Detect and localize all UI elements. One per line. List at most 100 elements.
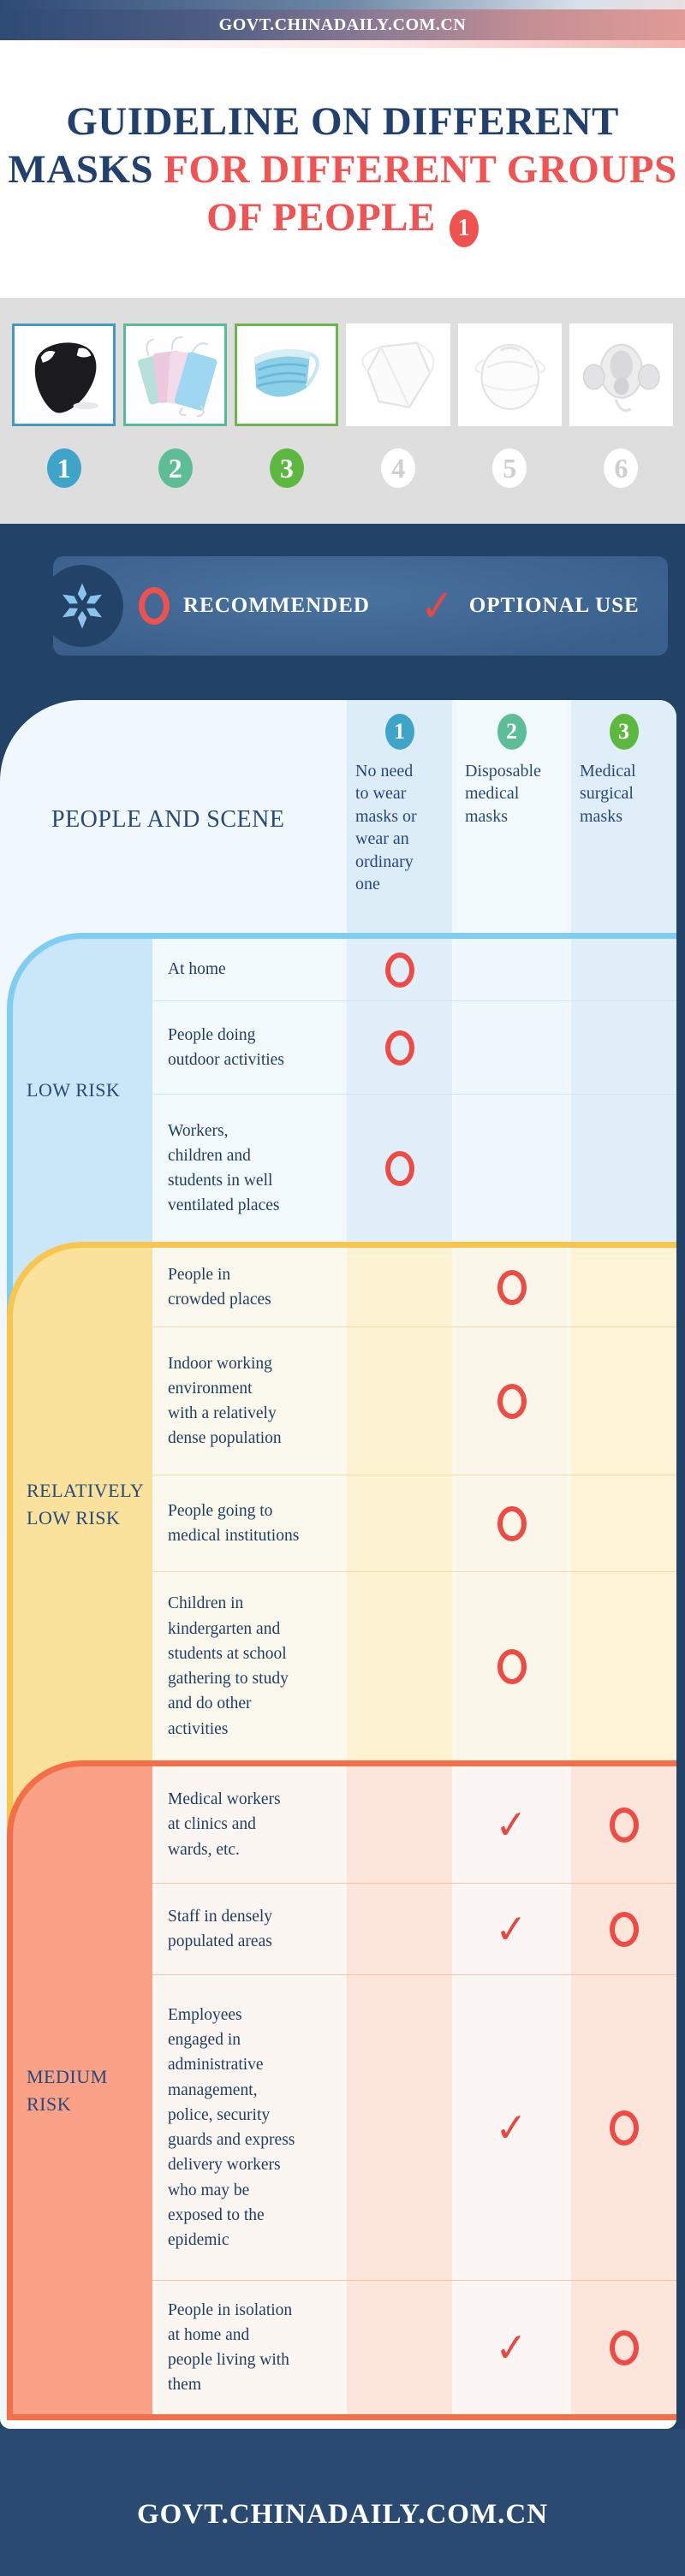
section-label-relatively-low-risk: RELATIVELY LOW RISK [27,1479,145,1528]
mask-tile-4 [346,323,450,426]
mask-number-badge: 4 [381,448,416,488]
guideline-table: 1 No need to wear masks or wear an ordin… [0,700,676,2429]
mark-col3 [609,1911,639,1947]
mask-tile-5 [457,323,562,426]
scene-text: People going to medical institutions [152,1475,342,1571]
table-row: People in crowded places [152,1248,676,1327]
mask-number-badge: 6 [604,448,639,488]
section-relatively-low-risk: RELATIVELY LOW RISK People in crowded pl… [7,1242,676,1760]
column-header-3: 3 Medical surgical masks [571,700,676,933]
table-row: Indoor working environment with a relati… [152,1327,676,1475]
legend-recommended-label: RECOMMENDED [183,594,370,617]
mark-col1 [384,952,414,988]
title-line-1: GUIDELINE ON DIFFERENT [66,99,619,144]
scene-text: Medical workers at clinics and wards, et… [152,1766,342,1883]
table-row: Medical workers at clinics and wards, et… [152,1766,676,1883]
mask-number-badge: 2 [158,448,193,488]
site-url-footer: GOVT.CHINADAILY.COM.CN [136,2498,549,2530]
mark-col2 [497,1269,527,1305]
legend-optional: ✓ OPTIONAL USE [417,579,640,632]
page-title: GUIDELINE ON DIFFERENT MASKS FOR DIFFERE… [0,48,685,298]
snowflake-icon [62,583,103,629]
column-header-1: 1 No need to wear masks or wear an ordin… [347,700,452,933]
n95-fold-mask-icon [361,341,435,408]
section-label-low-risk: LOW RISK [27,1079,121,1101]
top-banner-main: GOVT.CHINADAILY.COM.CN [0,9,685,40]
table-row: Children in kindergarten and students at… [152,1571,676,1760]
cup-respirator-icon [474,343,545,410]
mask-tile-3 [235,323,339,426]
top-banner-strip [0,40,685,48]
half-face-respirator-icon [582,343,660,413]
mask-numbers-row: 1 2 3 4 5 6 [0,448,685,488]
mark-col3 [609,2110,639,2146]
mark-col2 [497,1648,527,1684]
scene-text: People doing outdoor activities [152,1001,342,1094]
scene-text: Indoor working environment with a relati… [152,1327,342,1475]
section-low-risk: LOW RISK At home People doing outdoor ac… [7,933,676,1242]
legend-band: RECOMMENDED ✓ OPTIONAL USE [0,524,685,700]
colored-masks-icon [137,335,217,418]
table-row: Employees engaged in administrative mana… [152,1974,676,2280]
title-line-3: OF PEOPLE 1 [0,193,685,247]
fashion-mask-icon [34,341,98,413]
column-header-2: 2 Disposable medical masks [456,700,567,933]
snowflake-decoration [41,565,123,647]
mark-col3 [609,2330,639,2365]
mask-images-row [0,323,685,426]
column-label-2: Disposable medical masks [465,762,541,826]
column-label-3: Medical surgical masks [580,762,636,826]
table-bottom-strip [0,2420,676,2429]
mask-types-band: 1 2 3 4 5 6 [0,298,685,524]
column-badge-2: 2 [497,714,527,750]
mask-tile-2 [123,323,228,426]
title-part-badge: 1 [449,210,479,247]
optional-check-icon: ✓ [417,579,457,632]
scene-text: Employees engaged in administrative mana… [152,1975,342,2280]
table-row: People in isolation at home and people l… [152,2280,676,2414]
recommended-ring-icon [139,587,170,625]
table-row: Staff in densely populated areas [152,1883,676,1974]
table-header: 1 No need to wear masks or wear an ordin… [0,700,676,933]
scene-text: People in isolation at home and people l… [152,2281,342,2414]
people-and-scene-heading: PEOPLE AND SCENE [51,806,285,833]
mark-col2 [495,2108,528,2147]
top-banner-strip [0,0,685,9]
section-label-medium-risk: MEDIUM RISK [27,2065,108,2115]
mark-col2 [495,2328,528,2367]
footer: GOVT.CHINADAILY.COM.CN [0,2429,685,2576]
site-url-top: GOVT.CHINADAILY.COM.CN [218,15,467,34]
mark-col1 [384,1030,414,1065]
mark-col2 [497,1383,527,1419]
mark-col2 [495,1909,528,1949]
table-row: Workers, children and students in well v… [152,1094,676,1242]
column-label-1: No need to wear masks or wear an ordinar… [355,762,417,893]
scene-text: Workers, children and students in well v… [152,1095,342,1242]
legend-recommended: RECOMMENDED [139,587,370,625]
top-banner: GOVT.CHINADAILY.COM.CN [0,0,685,48]
mark-col1 [384,1150,414,1186]
column-badge-3: 3 [609,714,639,750]
mask-tile-6 [569,323,673,426]
mask-number-badge: 5 [492,448,527,488]
mask-number-badge: 3 [269,448,304,488]
legend-optional-label: OPTIONAL USE [468,594,640,617]
scene-text: People in crowded places [152,1248,342,1327]
mark-col2 [495,1805,528,1844]
surgical-mask-icon [254,348,319,397]
title-line-2: MASKS FOR DIFFERENT GROUPS [8,147,677,192]
table-row: People doing outdoor activities [152,1000,676,1094]
mask-tile-1 [12,323,116,426]
mask-number-badge: 1 [46,448,81,488]
section-medium-risk: MEDIUM RISK Medical workers at clinics a… [7,1760,676,2420]
scene-text: Children in kindergarten and students at… [152,1572,342,1760]
mark-col2 [497,1505,527,1541]
table-row: At home [152,939,676,1000]
legend-box: RECOMMENDED ✓ OPTIONAL USE [41,556,668,656]
scene-text: Staff in densely populated areas [152,1884,342,1974]
mark-col3 [609,1807,639,1843]
column-badge-1: 1 [384,714,414,750]
table-row: People going to medical institutions [152,1475,676,1571]
scene-text: At home [152,939,342,1000]
